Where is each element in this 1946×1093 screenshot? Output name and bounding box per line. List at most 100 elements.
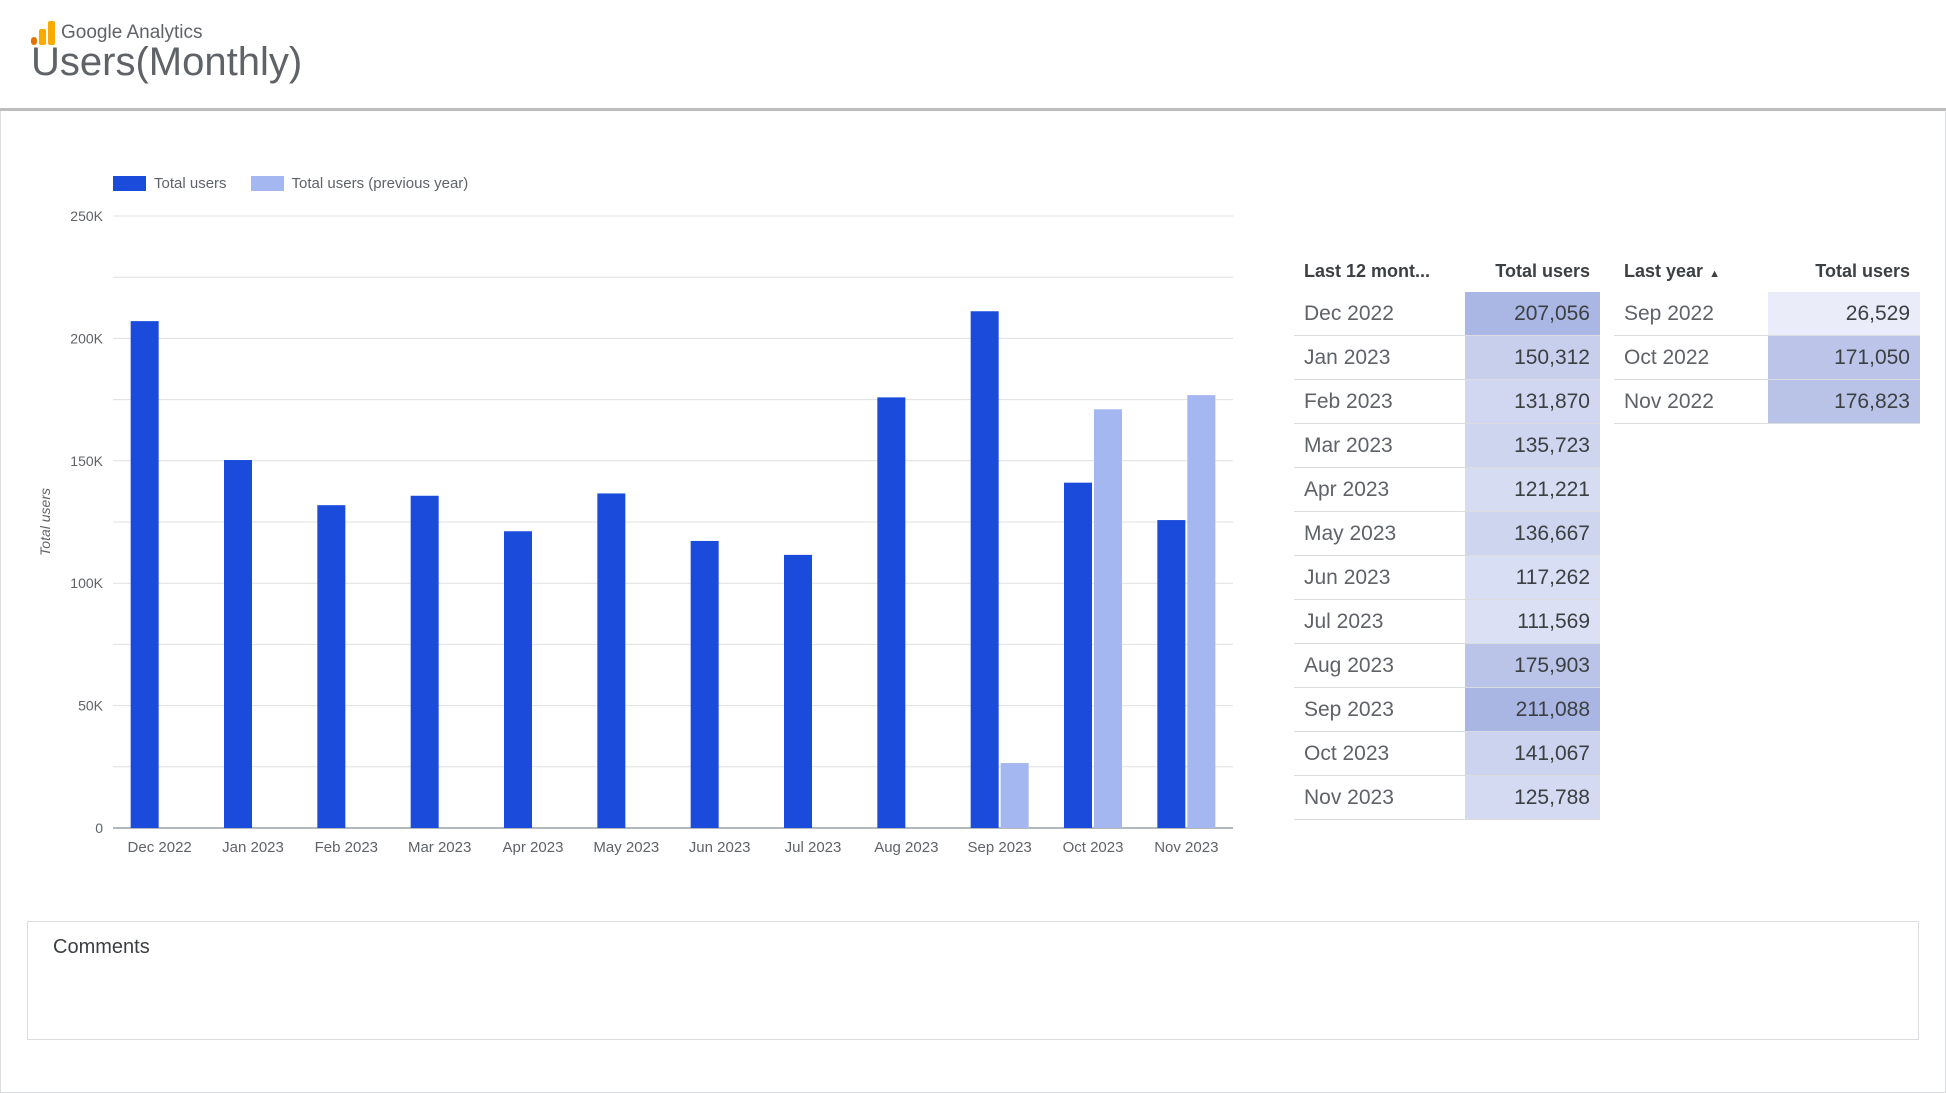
comments-title: Comments (53, 936, 150, 958)
table-row[interactable]: Jun 2023 117,262 (1294, 555, 1600, 600)
google-analytics-logo-icon (31, 21, 55, 45)
x-tick-label: Feb 2023 (315, 839, 378, 856)
table-row[interactable]: Oct 2022 171,050 (1614, 335, 1920, 380)
legend-swatch (250, 176, 284, 191)
total-users-cell: 125,788 (1465, 775, 1600, 820)
legend-item-total-users[interactable]: Total users (113, 175, 227, 192)
month-cell: Jul 2023 (1294, 599, 1466, 644)
x-tick-label: Nov 2023 (1154, 839, 1218, 856)
month-cell: Sep 2022 (1614, 292, 1768, 336)
month-cell: Nov 2022 (1614, 379, 1768, 424)
month-cell: Feb 2023 (1294, 379, 1466, 424)
bar-total-users (504, 531, 532, 828)
table-row[interactable]: Jan 2023 150,312 (1294, 335, 1600, 380)
table-row[interactable]: Nov 2023 125,788 (1294, 775, 1600, 820)
bar-total-users (690, 540, 719, 828)
table-row[interactable]: Dec 2022 207,056 (1294, 292, 1600, 336)
y-tick-label: 250K (70, 208, 103, 224)
bar-total-users (1157, 520, 1186, 828)
x-tick-label: Oct 2023 (1063, 839, 1124, 856)
total-users-cell: 175,903 (1465, 643, 1600, 688)
table-row[interactable]: Apr 2023 121,221 (1294, 467, 1600, 512)
total-users-cell: 117,262 (1465, 555, 1600, 600)
month-cell: Sep 2023 (1294, 687, 1466, 732)
table-row[interactable]: Mar 2023 135,723 (1294, 423, 1600, 468)
bar-total-users (970, 311, 999, 828)
table-row[interactable]: Oct 2023 141,067 (1294, 731, 1600, 776)
total-users-cell: 135,723 (1465, 423, 1600, 468)
bar-total-users (784, 554, 812, 828)
bar-total-users (410, 495, 439, 828)
x-tick-label: May 2023 (593, 839, 659, 856)
table-row[interactable]: Sep 2022 26,529 (1614, 292, 1920, 336)
bar-total-users (877, 397, 906, 828)
month-cell: Aug 2023 (1294, 643, 1466, 688)
sort-ascending-icon[interactable]: ▲ (1709, 267, 1720, 280)
total-users-cell: 111,569 (1465, 599, 1600, 644)
month-cell: Jan 2023 (1294, 335, 1466, 380)
users-bar-chart: 0 50K 100K 150K 200K 250K Total users Dec 2022 J… (37, 208, 1233, 856)
total-users-cell: 26,529 (1767, 292, 1920, 336)
column-header-label: Last year (1624, 260, 1704, 281)
legend-label: Total users (previous year) (291, 175, 469, 192)
bar-total-users (317, 505, 346, 828)
bar-previous-year (1000, 763, 1029, 828)
bar-total-users (224, 460, 252, 828)
table-row[interactable]: Jul 2023 111,569 (1294, 599, 1600, 644)
last-year-table: Last year ▲ Total users Sep 2022 26,529 Oct… (1614, 250, 1920, 424)
bar-total-users (130, 321, 159, 828)
table-row[interactable]: Aug 2023 175,903 (1294, 643, 1600, 688)
legend-item-previous-year[interactable]: Total users (previous year) (250, 175, 469, 192)
x-tick-label: Jun 2023 (689, 839, 751, 856)
month-cell: Mar 2023 (1294, 423, 1466, 468)
table-header-row: Last 12 mont... Total users (1294, 250, 1600, 292)
x-tick-label: Jan 2023 (222, 839, 284, 856)
month-cell: Oct 2023 (1294, 731, 1466, 776)
y-tick-label: 0 (95, 820, 103, 836)
x-tick-label: Sep 2023 (968, 839, 1032, 856)
y-tick-label: 50K (78, 698, 104, 714)
table-header-row: Last year ▲ Total users (1614, 250, 1920, 292)
page-title: Users(Monthly) (31, 40, 303, 84)
x-tick-label: Mar 2023 (408, 839, 471, 856)
month-cell: Oct 2022 (1614, 335, 1768, 380)
y-axis-label: Total users (37, 488, 53, 556)
legend-label: Total users (154, 175, 227, 192)
comments-box[interactable]: Comments (27, 921, 1919, 1040)
column-header-total-users[interactable]: Total users (1495, 260, 1590, 281)
brand-name: Google Analytics (61, 22, 203, 43)
chart-legend: Total users Total users (previous year) (113, 175, 468, 192)
y-tick-label: 200K (70, 330, 103, 346)
table-row[interactable]: May 2023 136,667 (1294, 511, 1600, 556)
table-row[interactable]: Nov 2022 176,823 (1614, 379, 1920, 424)
total-users-cell: 207,056 (1465, 292, 1600, 336)
report-header: Google Analytics Users(Monthly) (0, 0, 1946, 111)
month-cell: Nov 2023 (1294, 775, 1466, 820)
x-tick-label: Jul 2023 (785, 839, 842, 856)
table-row[interactable]: Feb 2023 131,870 (1294, 379, 1600, 424)
month-cell: Apr 2023 (1294, 467, 1466, 512)
total-users-cell: 136,667 (1465, 511, 1600, 556)
y-tick-label: 100K (70, 575, 103, 591)
column-header-last-year[interactable]: Last year ▲ (1614, 250, 1768, 292)
total-users-cell: 176,823 (1767, 379, 1920, 424)
bar-previous-year (1187, 395, 1216, 828)
total-users-cell: 211,088 (1465, 687, 1600, 732)
month-cell: Jun 2023 (1294, 555, 1466, 600)
x-tick-label: Aug 2023 (874, 839, 938, 856)
x-tick-label: Dec 2022 (128, 839, 192, 856)
legend-swatch (113, 176, 146, 191)
column-header-total-users[interactable]: Total users (1815, 260, 1910, 281)
bar-total-users (597, 493, 626, 828)
bar-previous-year (1094, 409, 1122, 828)
total-users-cell: 141,067 (1465, 731, 1600, 776)
table-row[interactable]: Sep 2023 211,088 (1294, 687, 1600, 732)
last-12-months-table: Last 12 mont... Total users Dec 2022 207,… (1294, 250, 1600, 820)
x-tick-label: Apr 2023 (503, 839, 564, 856)
brand: Google Analytics (31, 21, 203, 45)
total-users-cell: 150,312 (1465, 335, 1600, 380)
column-header-month[interactable]: Last 12 mont... (1304, 260, 1431, 281)
total-users-cell: 171,050 (1767, 335, 1920, 380)
y-tick-label: 150K (70, 453, 103, 469)
bar-total-users (1064, 482, 1092, 828)
